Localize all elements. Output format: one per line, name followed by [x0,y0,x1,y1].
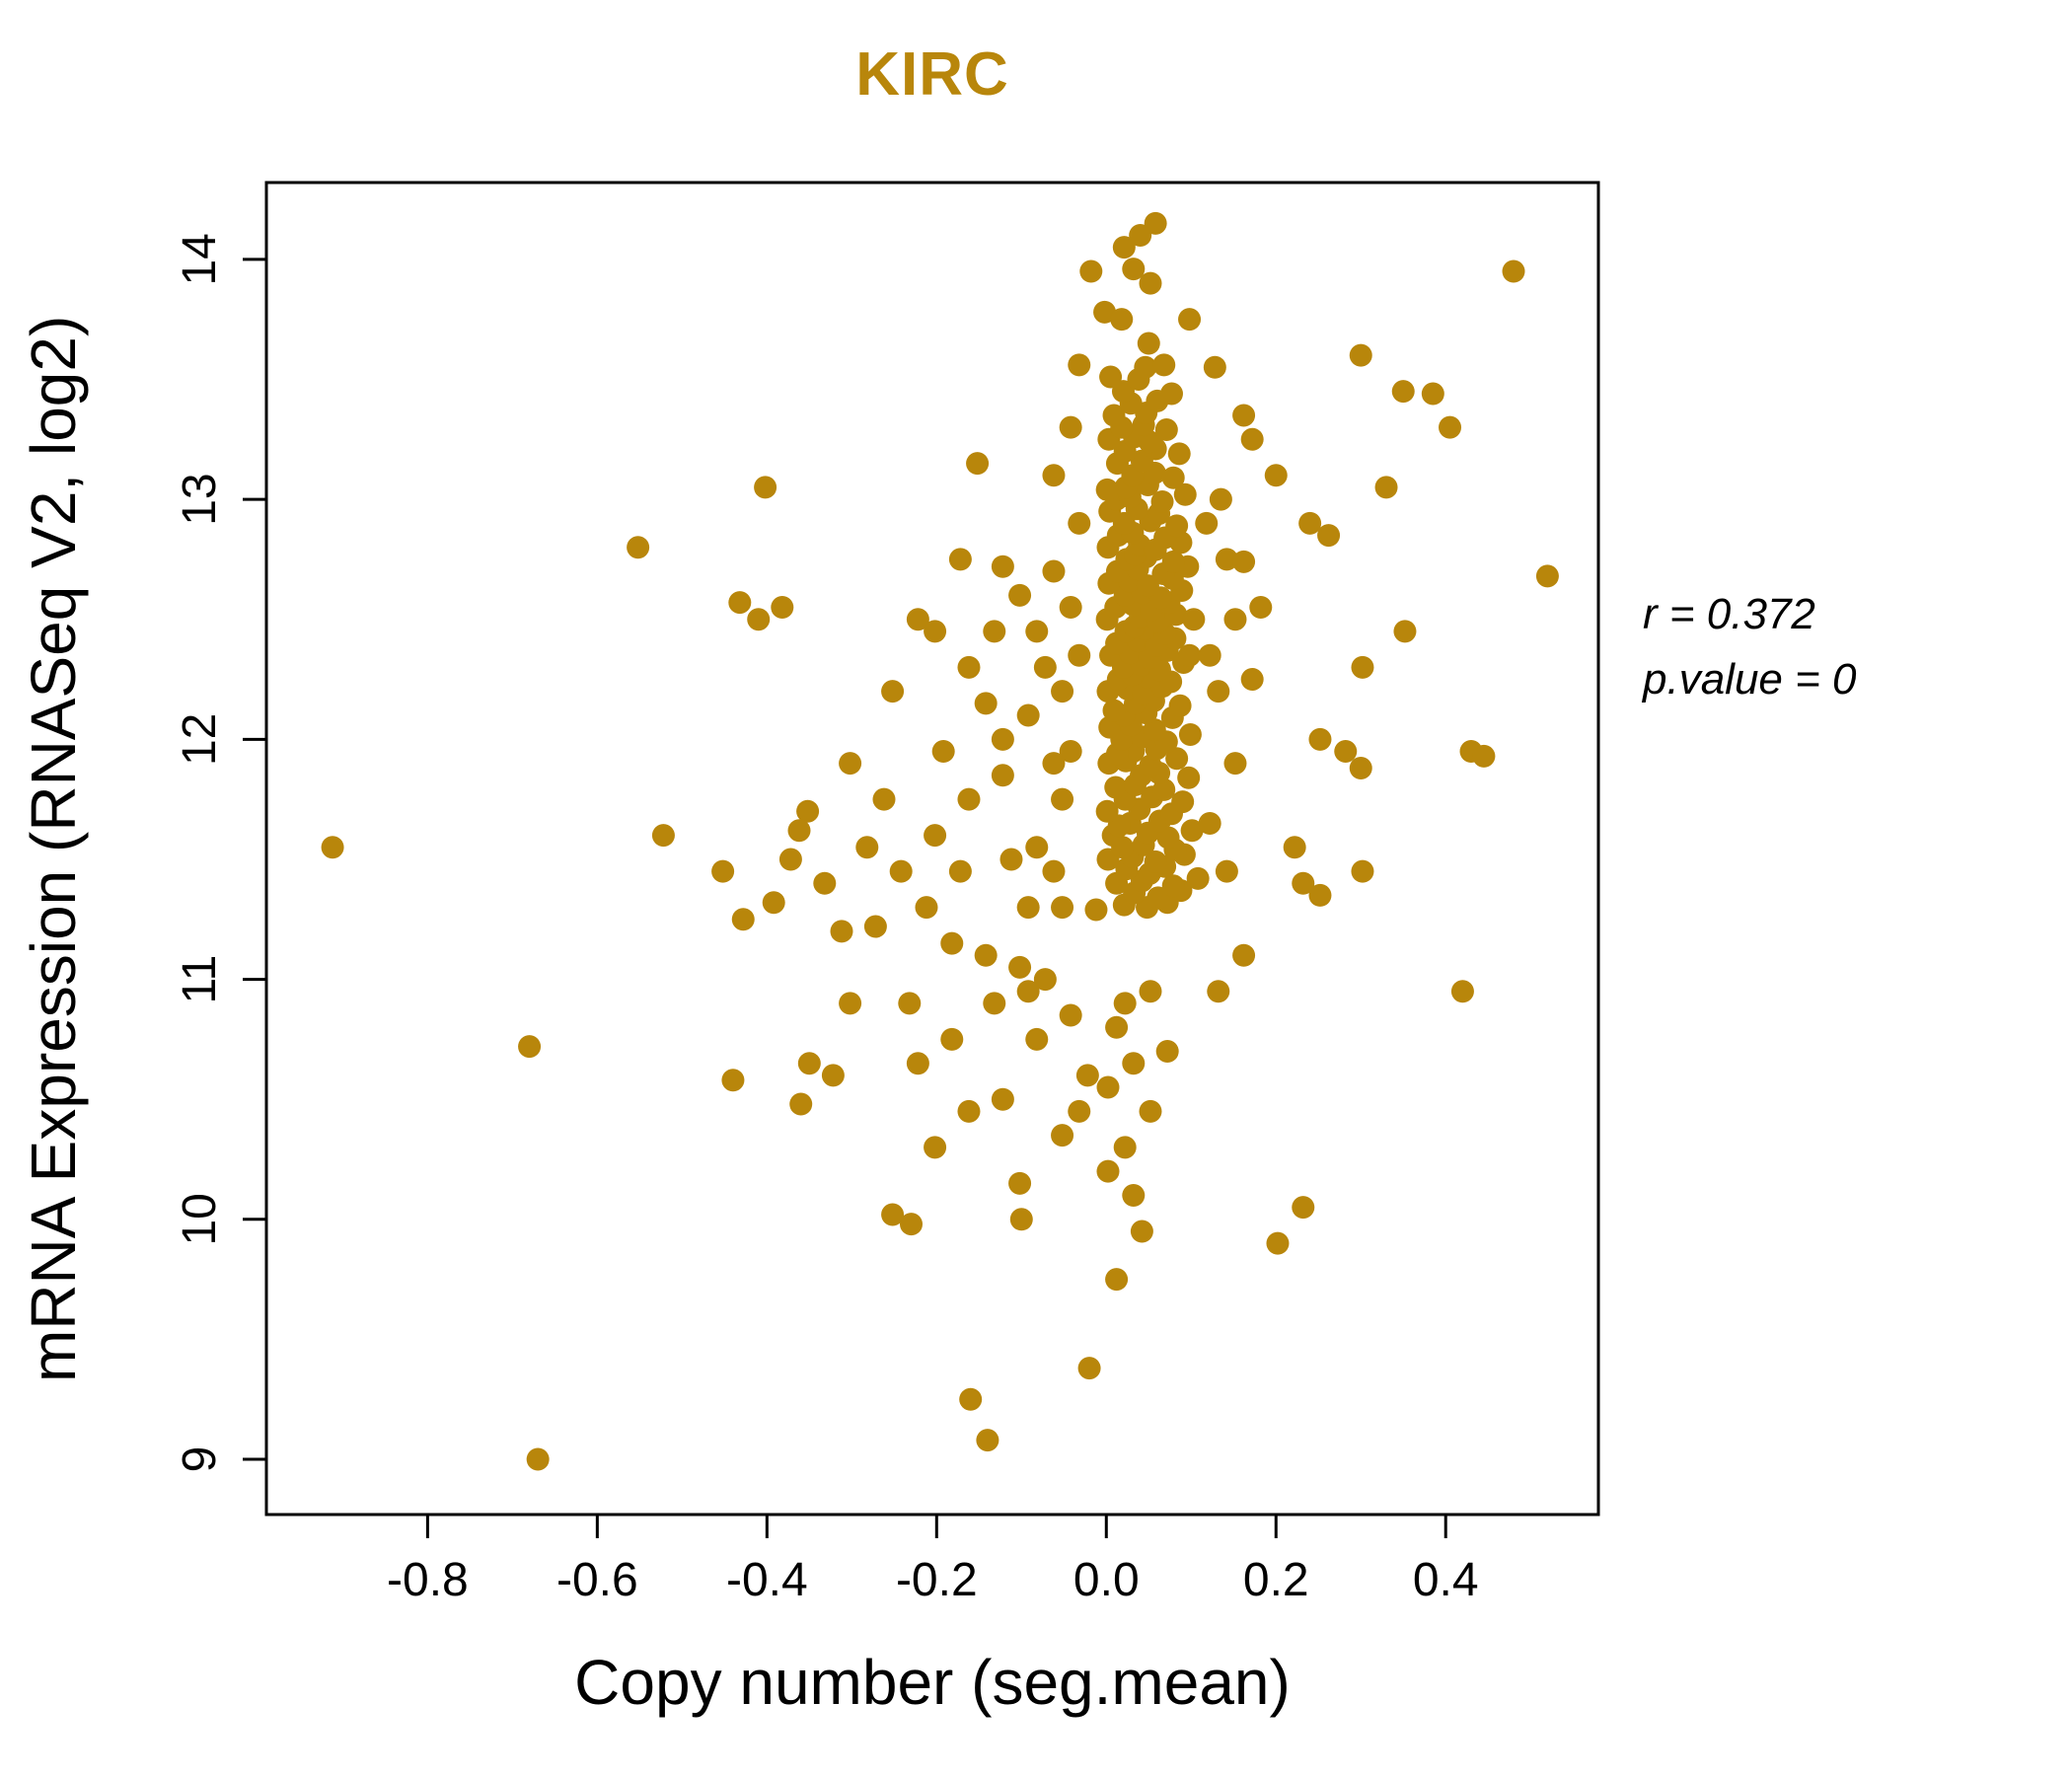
p-value-text: p.value = 0 [1643,655,1857,703]
x-axis-label: Copy number (seg.mean) [574,1647,1291,1718]
svg-text:13: 13 [174,473,226,525]
chart-title: KIRC [855,40,1009,109]
svg-text:0.0: 0.0 [1073,1554,1140,1606]
svg-text:14: 14 [174,233,226,285]
svg-text:-0.8: -0.8 [387,1554,469,1606]
svg-text:11: 11 [174,955,226,1004]
svg-text:-0.4: -0.4 [726,1554,808,1606]
r-value-text: r = 0.372 [1643,590,1815,638]
svg-text:0.4: 0.4 [1413,1554,1479,1606]
svg-text:10: 10 [174,1193,226,1245]
svg-text:-0.6: -0.6 [556,1554,638,1606]
stats-annotation: r = 0.372 p.value = 0 [1643,582,1857,712]
svg-text:-0.2: -0.2 [896,1554,978,1606]
svg-text:9: 9 [174,1446,226,1473]
svg-text:12: 12 [174,713,226,766]
svg-text:0.2: 0.2 [1243,1554,1309,1606]
